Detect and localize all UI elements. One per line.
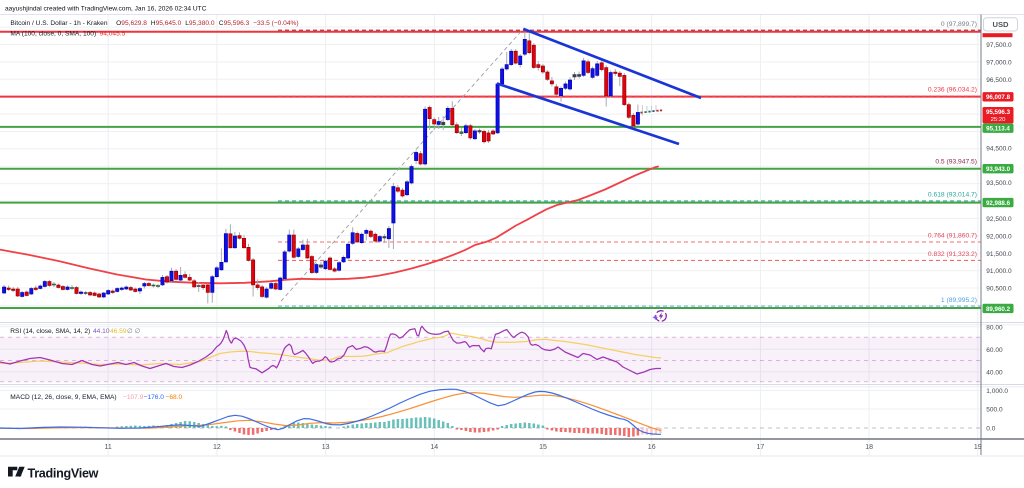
svg-text:89,960.2: 89,960.2: [986, 306, 1011, 313]
svg-text:16: 16: [648, 444, 656, 451]
svg-text:90,500.0: 90,500.0: [986, 286, 1012, 293]
svg-text:92,988.6: 92,988.6: [986, 200, 1011, 207]
svg-text:18: 18: [865, 444, 873, 451]
svg-text:1,000.0: 1,000.0: [986, 388, 1008, 395]
svg-text:93,943.0: 93,943.0: [986, 166, 1011, 173]
svg-text:95,596.3: 95,596.3: [986, 109, 1011, 116]
svg-text:1 (89,995.2): 1 (89,995.2): [941, 297, 977, 304]
svg-text:−176.0: −176.0: [144, 394, 165, 401]
svg-text:25:20: 25:20: [991, 117, 1006, 123]
svg-text:96,007.8: 96,007.8: [986, 94, 1011, 101]
svg-text:RSI (14, close, SMA, 14, 2): RSI (14, close, SMA, 14, 2): [10, 328, 90, 335]
svg-text:94,045.5: 94,045.5: [100, 30, 126, 37]
svg-text:Bitcoin / U.S. Dollar - 1h - K: Bitcoin / U.S. Dollar - 1h - Kraken: [10, 20, 107, 27]
svg-text:95,645.0: 95,645.0: [156, 20, 182, 27]
svg-text:92,000.0: 92,000.0: [986, 234, 1012, 241]
svg-text:0.0: 0.0: [986, 426, 995, 433]
svg-text:40.00: 40.00: [986, 369, 1003, 376]
svg-text:46.59: 46.59: [110, 328, 127, 335]
svg-text:97,000.0: 97,000.0: [986, 59, 1012, 66]
svg-text:95,596.3: 95,596.3: [224, 20, 250, 27]
svg-text:95,113.4: 95,113.4: [986, 126, 1010, 133]
svg-text:USD: USD: [992, 20, 1009, 29]
svg-text:95,380.0: 95,380.0: [189, 20, 215, 27]
svg-text:O: O: [116, 20, 121, 27]
svg-text:17: 17: [757, 444, 765, 451]
svg-text:95,629.8: 95,629.8: [121, 20, 147, 27]
svg-text:14: 14: [430, 444, 438, 451]
svg-text:−107.9: −107.9: [123, 394, 144, 401]
svg-text:12: 12: [213, 444, 221, 451]
svg-text:13: 13: [322, 444, 330, 451]
svg-text:MA (100, close, 0, SMA, 100): MA (100, close, 0, SMA, 100): [10, 30, 96, 37]
svg-text:−33.5 (−0.04%): −33.5 (−0.04%): [253, 20, 298, 27]
svg-text:91,500.0: 91,500.0: [986, 251, 1012, 258]
svg-text:92,500.0: 92,500.0: [986, 216, 1012, 223]
svg-text:0.832 (91,323.2): 0.832 (91,323.2): [928, 251, 977, 258]
svg-text:93,500.0: 93,500.0: [986, 180, 1012, 187]
svg-text:15: 15: [539, 444, 547, 451]
svg-text:−68.0: −68.0: [166, 394, 183, 401]
svg-text:19: 19: [974, 444, 982, 451]
svg-text:L: L: [185, 20, 189, 27]
svg-text:96,500.0: 96,500.0: [986, 77, 1012, 84]
svg-text:60.00: 60.00: [986, 347, 1003, 354]
svg-text:80.00: 80.00: [986, 324, 1003, 331]
svg-text:MACD (12, 26, close, 9, EMA, E: MACD (12, 26, close, 9, EMA, EMA): [10, 394, 116, 401]
svg-text:0.5 (93,947.5): 0.5 (93,947.5): [935, 159, 977, 166]
svg-text:91,000.0: 91,000.0: [986, 268, 1012, 275]
svg-text:aayushjindal created with Trad: aayushjindal created with TradingView.co…: [5, 6, 207, 13]
svg-text:0.236 (96,034.2): 0.236 (96,034.2): [928, 87, 977, 94]
svg-text:11: 11: [105, 444, 112, 451]
svg-text:H: H: [151, 20, 156, 27]
svg-text:94,500.0: 94,500.0: [986, 145, 1012, 152]
svg-text:0 (97,899.7): 0 (97,899.7): [941, 21, 977, 28]
svg-text:500.0: 500.0: [986, 407, 1003, 414]
svg-text:97,500.0: 97,500.0: [986, 42, 1012, 49]
svg-text:TradingView: TradingView: [28, 467, 99, 481]
svg-text:C: C: [219, 20, 224, 27]
svg-text:∅ ∅: ∅ ∅: [127, 328, 141, 335]
svg-text:0.618 (93,014.7): 0.618 (93,014.7): [928, 191, 977, 198]
svg-text:44.10: 44.10: [93, 328, 110, 335]
svg-text:0.764 (91,860.7): 0.764 (91,860.7): [928, 233, 977, 240]
